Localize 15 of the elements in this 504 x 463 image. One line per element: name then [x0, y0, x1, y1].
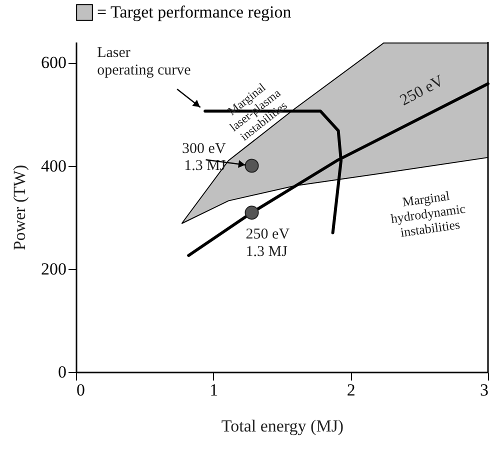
y-tick-label: 400 [41, 156, 66, 176]
x-tick-label: 2 [346, 380, 356, 400]
y-tick-label: 600 [41, 53, 66, 72]
y-tick-label: 200 [41, 259, 66, 278]
x-tick-label: 1 [210, 380, 218, 400]
x-tick-label: 3 [480, 380, 488, 400]
y-axis-title: Power (TW) [10, 164, 29, 250]
annotation: Laser operating curve [97, 45, 192, 78]
x-tick-label: 0 [76, 380, 85, 400]
annotation: 250 eV [397, 72, 448, 110]
y-tick-label: 0 [58, 362, 66, 382]
legend-label: = Target performance region [97, 2, 292, 22]
annotation: 250 eV 1.3 MJ [246, 226, 290, 260]
x-axis-title: Total energy (MJ) [221, 416, 344, 436]
annotation: Marginal hydrodynamic instabilities [390, 188, 467, 240]
